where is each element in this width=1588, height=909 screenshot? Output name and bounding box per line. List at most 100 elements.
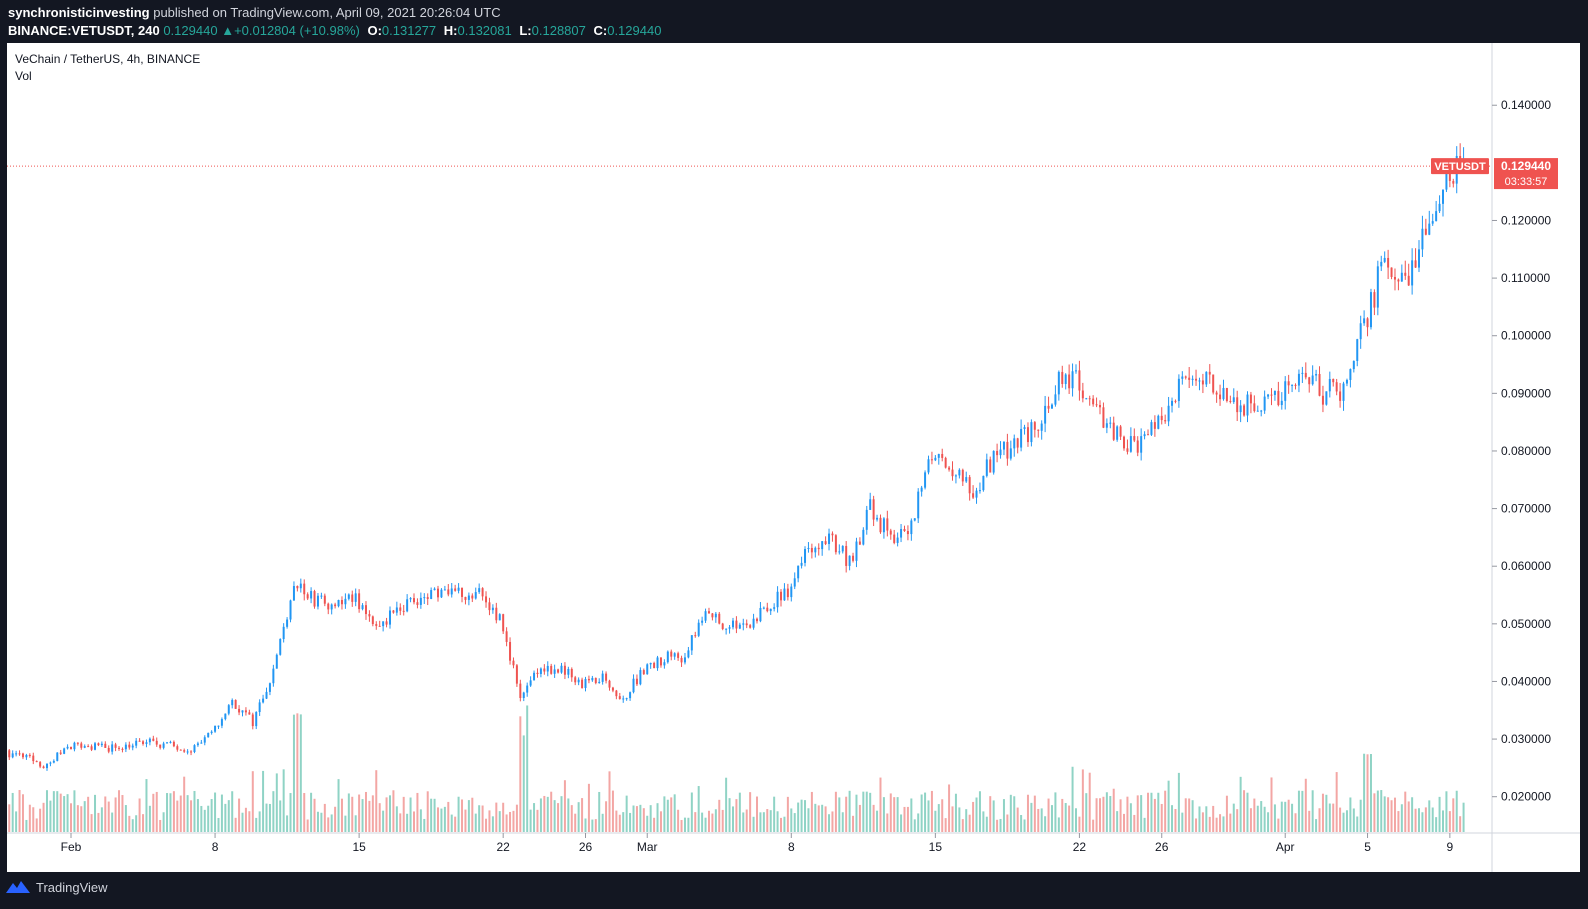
candle-body [35, 761, 38, 763]
candle-body [1006, 441, 1009, 459]
volume-bar [865, 791, 868, 832]
volume-bar [443, 806, 446, 832]
volume-bar [666, 799, 669, 832]
volume-bar [258, 811, 261, 832]
volume-bar [1315, 819, 1318, 832]
volume-bar [800, 799, 803, 832]
candle-body [474, 592, 477, 599]
volume-bar [838, 797, 841, 832]
candle-body [1284, 381, 1287, 401]
volume-bar [423, 818, 426, 832]
volume-bar [498, 811, 501, 832]
price-tag-value: 0.129440 [1501, 159, 1551, 173]
candle-body [550, 665, 553, 674]
candle-body [1249, 394, 1252, 404]
volume-bar [1026, 794, 1029, 832]
volume-bar [639, 804, 642, 832]
candle-body [413, 598, 415, 603]
candle-body [611, 687, 614, 691]
volume-bar [347, 793, 350, 832]
volume-bar [1225, 795, 1228, 832]
volume-bar [872, 804, 875, 832]
volume-bar [642, 808, 645, 832]
candle-body [28, 754, 31, 756]
volume-bar [1236, 809, 1239, 832]
y-tick-label: 0.090000 [1501, 386, 1551, 400]
volume-bar [461, 799, 464, 832]
volume-bar [1311, 790, 1314, 832]
x-tick-label: 15 [929, 840, 943, 854]
candle-body [529, 680, 532, 686]
candle-body [289, 600, 292, 620]
volume-bar [646, 815, 649, 832]
volume-bar [159, 819, 162, 832]
candle-body [262, 698, 265, 703]
candle-body [1291, 384, 1294, 386]
volume-bar [1442, 810, 1444, 832]
candle-body [11, 753, 14, 758]
candle-body [1050, 404, 1053, 409]
chart-area[interactable]: 0.020000 0.030000 0.040000 0.050000 0.060000… [7, 43, 1580, 872]
candle-body [39, 762, 42, 767]
candle-body [148, 738, 151, 743]
candle-body [344, 598, 347, 605]
x-tick-label: 15 [352, 840, 366, 854]
volume-bar [378, 803, 381, 832]
candle-body [1164, 420, 1167, 422]
candle-body [718, 613, 721, 624]
candle-body [107, 747, 110, 752]
volume-bar [399, 813, 402, 832]
price-tag [1494, 158, 1558, 190]
author-name[interactable]: synchronisticinvesting [8, 5, 150, 20]
volume-bar [742, 812, 745, 832]
candle-body [790, 586, 793, 598]
candle-body [296, 585, 299, 589]
price-chart[interactable]: 0.020000 0.030000 0.040000 0.050000 0.060000… [7, 43, 1580, 872]
candle-body [594, 677, 597, 684]
candle-body [1157, 415, 1160, 429]
volume-bar [903, 806, 906, 832]
brand-name[interactable]: TradingView [36, 879, 108, 895]
candle-body [1195, 378, 1198, 381]
candle-body [97, 743, 100, 746]
candle-body [313, 591, 316, 607]
volume-bar [793, 813, 796, 832]
volume-bar [172, 791, 175, 832]
volume-bar [1260, 801, 1263, 832]
volume-bar [265, 803, 268, 832]
candle-body [615, 690, 618, 697]
volume-bar [1188, 798, 1191, 832]
candle-body [159, 744, 162, 748]
volume-bar [1253, 798, 1256, 832]
volume-bar [828, 814, 831, 832]
candle-body [241, 710, 244, 713]
candle-body [1071, 371, 1074, 389]
candle-body [186, 751, 189, 753]
volume-bar [1318, 808, 1321, 832]
volume-bar [1424, 807, 1427, 832]
volume-bar [587, 783, 590, 832]
volume-bar [241, 812, 244, 832]
volume-bar [625, 795, 628, 832]
volume-bar [1352, 808, 1355, 832]
candle-body [155, 740, 158, 745]
candle-body [1174, 400, 1177, 402]
candle-body [1328, 378, 1331, 392]
candle-body [231, 699, 234, 706]
candle-body [63, 748, 66, 754]
candle-body [804, 549, 807, 563]
volume-bar [1153, 798, 1156, 832]
candle-body [193, 745, 196, 752]
candle-body [663, 662, 666, 666]
volume-bar [584, 818, 587, 832]
volume-bar [227, 800, 230, 832]
candle-body [1256, 410, 1259, 412]
volume-bar [87, 796, 90, 832]
volume-bar [485, 818, 488, 832]
volume-bar [707, 810, 710, 832]
candle-body [121, 748, 124, 750]
candle-body [1129, 436, 1132, 452]
volume-bar [917, 813, 920, 832]
volume-bar [711, 813, 714, 832]
volume-bar [66, 794, 69, 832]
